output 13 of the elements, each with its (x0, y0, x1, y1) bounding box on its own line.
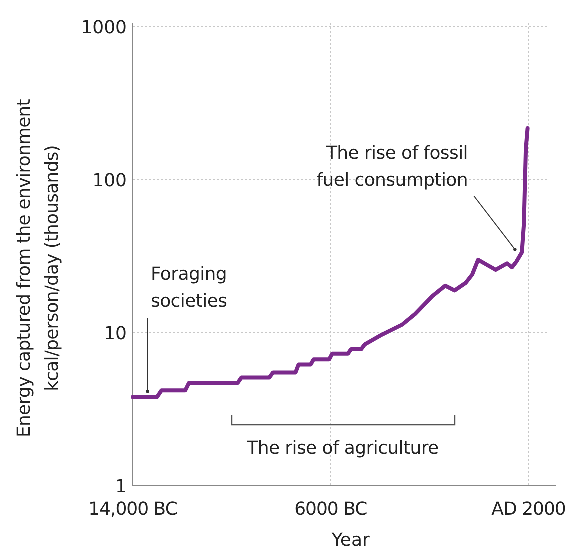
y-tick-label: 10 (104, 323, 127, 344)
x-axis-title: Year (330, 530, 371, 551)
line-series (131, 126, 530, 400)
annotation: The rise of agriculture (246, 438, 440, 459)
annotation: Foraging societies (151, 264, 228, 312)
x-tick-label: AD 2000 (492, 499, 566, 520)
y-tick-label: 1 (116, 476, 127, 498)
y-tick-label: 1000 (81, 17, 127, 38)
y-axis-title: Energy captured from the environment kcal/person/day (thousands) (14, 99, 63, 438)
annotation: The rise of fossil fuel consumption (316, 143, 468, 191)
y-tick-label: 100 (92, 170, 127, 192)
x-tick-label: 6000 BC (294, 499, 368, 520)
x-tick-label: 14,000 BC (88, 499, 178, 520)
